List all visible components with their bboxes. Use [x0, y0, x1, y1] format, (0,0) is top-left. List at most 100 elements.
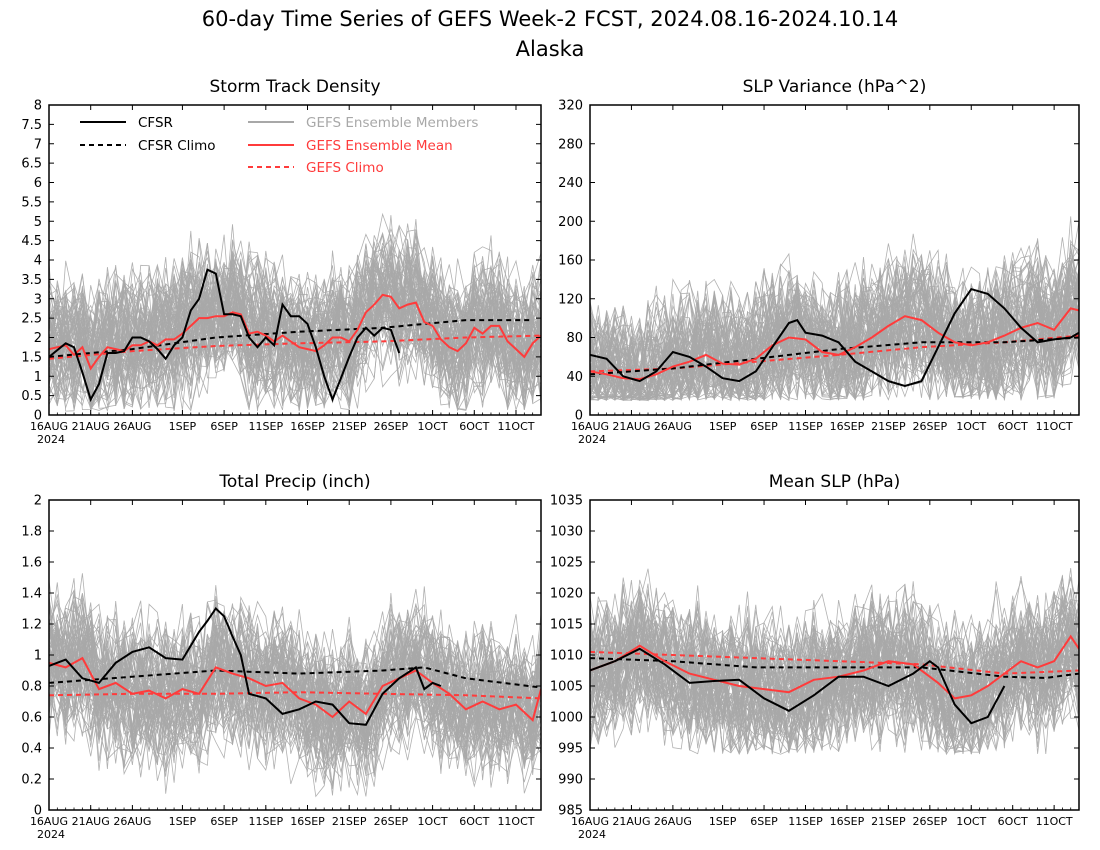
figure-title: 60-day Time Series of GEFS Week-2 FCST, …	[202, 7, 899, 31]
x-tick-label: 16SEP	[290, 815, 325, 828]
series-line-gefs-climo	[49, 334, 541, 360]
y-tick-label: 8	[34, 99, 42, 114]
legend-label-gefs-climo: GEFS Climo	[306, 160, 384, 176]
x-tick-label: 6SEP	[750, 815, 778, 828]
x-tick-label: 6OCT	[459, 815, 489, 828]
x-tick-label: 1SEP	[709, 420, 737, 433]
y-tick-label: 1.5	[21, 350, 42, 365]
x-tick-label: 11SEP	[249, 815, 284, 828]
y-tick-label: 7.5	[21, 118, 42, 133]
ensemble-member-line	[590, 250, 1079, 388]
ensemble-member-line	[590, 583, 1079, 721]
y-tick-label: 200	[558, 215, 583, 230]
y-tick-label: 320	[558, 99, 583, 114]
panel-title: SLP Variance (hPa^2)	[743, 77, 927, 97]
chart-panel-3: Mean SLP (hPa) 985 990 995 1000 1005 1010 1015 1…	[550, 472, 1080, 841]
x-tick-label: 21SEP	[871, 815, 906, 828]
y-tick-label: 1035	[550, 494, 583, 509]
y-tick-label: 3.5	[21, 273, 42, 288]
x-tick-label: 26AUG	[654, 420, 692, 433]
legend-label-cfsr-climo: CFSR Climo	[138, 138, 216, 154]
ensemble-member-line	[49, 636, 541, 794]
ensemble-member-line	[590, 255, 1079, 401]
ensemble-member-line	[49, 620, 541, 797]
ensemble-member-line	[590, 244, 1079, 401]
legend-label-cfsr: CFSR	[138, 115, 173, 131]
y-tick-label: 120	[558, 292, 583, 307]
y-tick-label: 2	[34, 494, 42, 509]
y-tick-label: 160	[558, 254, 583, 269]
x-tick-label: 11OCT	[497, 815, 534, 828]
plot-area	[49, 212, 541, 413]
ensemble-member-line	[590, 587, 1079, 706]
ensemble-member-line	[49, 242, 541, 408]
y-tick-label: 1	[34, 370, 42, 385]
y-tick-label: 7	[34, 137, 42, 152]
x-tick-label: 21AUG	[72, 420, 110, 433]
x-tick-label: 11SEP	[249, 420, 284, 433]
x-tick-label: 1OCT	[418, 815, 448, 828]
x-tick-label: 26SEP	[913, 420, 948, 433]
series-line-gefs-ensemble-mean	[590, 307, 1079, 381]
y-tick-label: 1.2	[21, 618, 42, 633]
y-tick-label: 1020	[550, 587, 583, 602]
x-tick-label: 16AUG	[30, 420, 68, 433]
panel-title: Storm Track Density	[209, 77, 380, 97]
y-tick-label: 995	[558, 742, 583, 757]
y-tick-label: 0.2	[21, 773, 42, 788]
ensemble-member-line	[590, 621, 1079, 753]
ensemble-member-line	[590, 255, 1079, 400]
series-line-cfsr	[590, 647, 1006, 725]
panels: Storm Track Density 0 0.5 1 1.5 2 2.5 3 3.5 4 4.5 5…	[21, 77, 1080, 841]
x-tick-label: 26SEP	[913, 815, 948, 828]
series-line-cfsr-climo	[590, 657, 1079, 679]
y-tick-label: 1	[34, 649, 42, 664]
series-line-gefs-ensemble-mean	[590, 634, 1079, 700]
y-tick-label: 6	[34, 176, 42, 191]
plot-area	[590, 568, 1079, 756]
ensemble-member-line	[590, 267, 1079, 401]
panel-title: Total Precip (inch)	[218, 472, 370, 492]
x-tick-label: 26AUG	[113, 420, 151, 433]
ensemble-member-line	[590, 622, 1079, 746]
legend: CFSR CFSR Climo GEFS Ensemble Members GEFS …	[80, 115, 478, 176]
ensemble-member-line	[49, 604, 541, 754]
x-tick-label: 16AUG	[30, 815, 68, 828]
y-tick-label: 1005	[550, 680, 583, 695]
series-line-cfsr	[49, 268, 401, 403]
x-tick-label: 1SEP	[169, 815, 197, 828]
ensemble-member-line	[49, 618, 541, 765]
series-line-cfsr	[49, 606, 442, 726]
x-year-label: 2024	[578, 433, 606, 446]
y-tick-label: 990	[558, 773, 583, 788]
ensemble-member-line	[49, 259, 541, 410]
y-tick-label: 4	[34, 254, 42, 269]
ensemble-member-line	[590, 628, 1079, 756]
y-tick-label: 1030	[550, 525, 583, 540]
x-tick-label: 1OCT	[956, 815, 986, 828]
y-tick-label: 40	[566, 370, 583, 385]
ensemble-member-line	[590, 310, 1079, 401]
x-tick-label: 11SEP	[788, 420, 823, 433]
x-tick-label: 11OCT	[1036, 815, 1073, 828]
y-tick-label: 5	[34, 215, 42, 230]
y-tick-label: 240	[558, 176, 583, 191]
x-tick-label: 16AUG	[571, 420, 609, 433]
ensemble-member-line	[590, 271, 1079, 400]
x-tick-label: 26SEP	[374, 815, 409, 828]
x-tick-label: 6SEP	[210, 420, 238, 433]
ensemble-member-line	[49, 224, 541, 376]
x-year-label: 2024	[37, 433, 65, 446]
y-tick-label: 0.5	[21, 389, 42, 404]
y-tick-label: 0.6	[21, 711, 42, 726]
y-tick-label: 80	[566, 331, 583, 346]
x-tick-label: 16SEP	[830, 815, 865, 828]
series-line-gefs-ensemble-mean	[49, 293, 541, 371]
chart-panel-2: Total Precip (inch) 0 0.2 0.4 0.6 0.8 1 1.2 1.4 1…	[21, 472, 542, 841]
x-tick-label: 21SEP	[332, 815, 367, 828]
series-line-gefs-ensemble-mean	[49, 656, 541, 722]
chart-panel-1: SLP Variance (hPa^2) 0 40 80 120 160 200 240 280…	[558, 77, 1080, 446]
y-tick-label: 6.5	[21, 157, 42, 172]
